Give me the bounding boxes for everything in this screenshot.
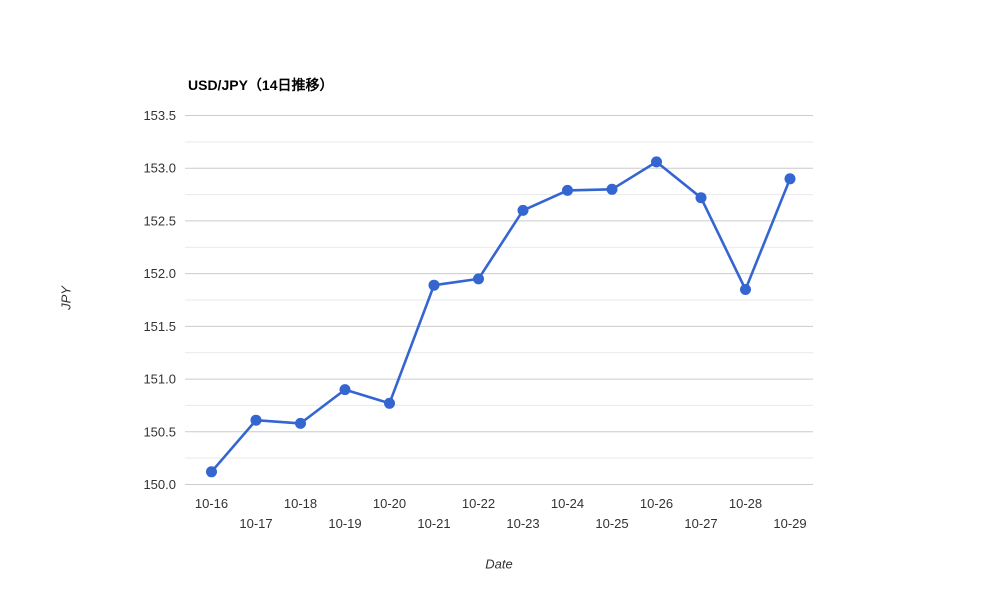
chart-title: USD/JPY（14日推移） xyxy=(188,77,334,93)
x-tick-label: 10-22 xyxy=(462,496,495,511)
data-point-marker xyxy=(562,184,573,196)
y-tick-label: 153.0 xyxy=(143,161,176,176)
x-tick-label: 10-27 xyxy=(684,516,717,531)
data-point-marker xyxy=(517,204,529,216)
x-tick-label: 10-29 xyxy=(773,516,806,531)
x-tick-label: 10-24 xyxy=(551,496,584,511)
data-point-marker xyxy=(428,279,440,291)
data-point-marker xyxy=(473,273,484,285)
data-point-marker xyxy=(651,156,662,168)
x-tick-label: 10-25 xyxy=(595,516,628,531)
x-tick-label: 10-19 xyxy=(328,516,361,531)
y-tick-label: 151.0 xyxy=(143,372,176,387)
x-tick-label: 10-16 xyxy=(195,496,228,511)
y-tick-label: 152.5 xyxy=(143,213,176,228)
x-tick-label: 10-28 xyxy=(729,496,762,511)
x-tick-label: 10-23 xyxy=(506,516,539,531)
y-tick-label: 150.0 xyxy=(143,477,176,492)
data-point-marker xyxy=(740,284,751,295)
x-tick-label: 10-20 xyxy=(373,496,406,511)
x-tick-label: 10-21 xyxy=(417,516,450,531)
data-point-marker xyxy=(606,183,618,195)
data-point-marker xyxy=(206,466,217,478)
y-tick-label: 151.5 xyxy=(143,319,176,334)
data-point-marker xyxy=(339,384,351,396)
data-point-marker xyxy=(250,414,262,426)
data-point-marker xyxy=(784,173,796,185)
y-tick-label: 153.5 xyxy=(143,108,176,123)
series-line xyxy=(210,160,792,474)
x-tick-label: 10-17 xyxy=(239,516,272,531)
y-tick-label: 150.5 xyxy=(143,424,176,439)
data-point-marker xyxy=(384,397,395,409)
y-tick-label: 152.0 xyxy=(143,266,176,281)
x-axis-label: Date xyxy=(485,556,513,572)
data-point-marker xyxy=(295,417,306,429)
data-point-marker xyxy=(695,192,707,204)
x-tick-label: 10-26 xyxy=(640,496,673,511)
x-tick-label: 10-18 xyxy=(284,496,317,511)
